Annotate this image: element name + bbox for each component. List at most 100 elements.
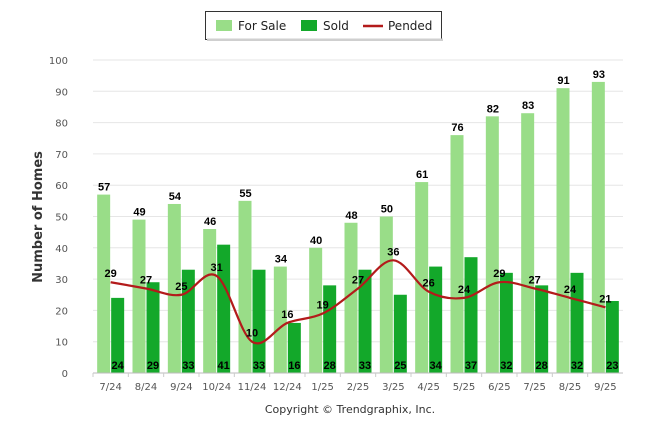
for-sale-bar [238, 200, 252, 373]
x-tick-label: 10/24 [202, 382, 231, 393]
sold-value-label: 34 [430, 360, 443, 372]
legend-box [205, 11, 442, 40]
sold-bar [146, 282, 160, 373]
for-sale-bar [344, 222, 358, 373]
pended-value-label: 10 [246, 328, 258, 340]
legend-swatch [216, 20, 232, 31]
for-sale-bar [485, 116, 499, 373]
sold-value-label: 41 [218, 360, 230, 372]
for-sale-bar [450, 135, 464, 373]
pended-value-label: 26 [423, 278, 435, 290]
y-tick-label: 80 [55, 119, 68, 130]
legend: For Sale Sold Pended [205, 11, 443, 41]
sold-bars [111, 244, 619, 373]
for-sale-bar [132, 219, 146, 373]
pended-value-label: 24 [458, 284, 471, 296]
y-axis-title: Number of Homes [31, 151, 46, 283]
for-sale-bars [97, 81, 605, 374]
y-tick-label: 100 [49, 56, 68, 67]
for-sale-bar [591, 81, 605, 373]
sold-value-label: 24 [112, 360, 125, 372]
x-tick-label: 8/24 [135, 382, 157, 393]
y-tick-label: 70 [55, 150, 68, 161]
sold-value-label: 28 [536, 360, 548, 372]
pended-value-label: 29 [105, 268, 117, 280]
data-labels: 57 24 49 29 54 33 46 41 55 33 34 16 40 28 48 33 50 25 61 34… [98, 69, 618, 372]
sold-bar [252, 269, 266, 373]
for-sale-value-label: 50 [381, 204, 393, 216]
for-sale-value-label: 55 [239, 188, 251, 200]
sold-bar [111, 297, 125, 373]
x-tick-label: 6/25 [488, 382, 510, 393]
y-tick-label: 60 [55, 181, 68, 192]
for-sale-value-label: 57 [98, 182, 110, 194]
for-sale-value-label: 76 [451, 122, 463, 134]
sold-value-label: 37 [465, 360, 477, 372]
sold-bar [499, 272, 513, 373]
for-sale-bar [203, 229, 217, 373]
for-sale-value-label: 34 [275, 254, 288, 266]
for-sale-value-label: 46 [204, 216, 216, 228]
sold-value-label: 32 [571, 360, 583, 372]
sold-value-label: 29 [147, 360, 159, 372]
legend-label: Pended [388, 19, 432, 33]
pended-value-label: 19 [317, 300, 329, 312]
x-tick-label: 11/24 [238, 382, 267, 393]
x-tick-label: 5/25 [453, 382, 475, 393]
pended-value-label: 27 [352, 274, 364, 286]
for-sale-value-label: 54 [169, 191, 182, 203]
sold-value-label: 16 [288, 360, 300, 372]
sold-value-label: 28 [324, 360, 336, 372]
for-sale-value-label: 82 [487, 103, 499, 115]
for-sale-bar [273, 266, 287, 373]
y-tick-label: 0 [62, 369, 68, 380]
for-sale-bar [167, 203, 181, 373]
legend-label: For Sale [238, 19, 286, 33]
pended-series [110, 259, 606, 345]
x-tick-label: 9/25 [594, 382, 616, 393]
pended-value-label: 21 [599, 293, 611, 305]
sold-bar [464, 257, 478, 373]
sold-bar [358, 269, 372, 373]
axes: 0 10 20 30 40 50 60 70 80 90 100 7/24 8/24 9/24 10/24 1… [49, 56, 623, 393]
legend-label: Sold [323, 19, 349, 33]
legend-shadow [207, 38, 443, 41]
sold-bar [217, 244, 231, 373]
pended-value-label: 25 [175, 281, 187, 293]
for-sale-bar [415, 182, 429, 373]
sold-bar [605, 301, 619, 373]
legend-swatch [301, 20, 317, 31]
x-tick-label: 12/24 [273, 382, 302, 393]
x-tick-label: 3/25 [382, 382, 404, 393]
sold-bar [181, 269, 195, 373]
for-sale-value-label: 48 [345, 210, 357, 222]
for-sale-bar [379, 216, 393, 373]
y-tick-label: 10 [55, 338, 68, 349]
sold-value-label: 33 [253, 360, 265, 372]
x-tick-label: 9/24 [170, 382, 192, 393]
for-sale-value-label: 40 [310, 235, 322, 247]
x-tick-label: 2/25 [347, 382, 369, 393]
x-tick-label: 7/24 [99, 382, 121, 393]
x-tick-label: 4/25 [417, 382, 439, 393]
x-tick-label: 1/25 [311, 382, 333, 393]
for-sale-value-label: 83 [522, 100, 534, 112]
sold-value-label: 33 [359, 360, 371, 372]
pended-value-label: 36 [387, 246, 399, 258]
grid [93, 59, 623, 343]
for-sale-value-label: 91 [557, 75, 569, 87]
for-sale-bar [309, 247, 323, 373]
y-tick-label: 20 [55, 306, 68, 317]
pended-value-label: 16 [281, 309, 293, 321]
y-tick-label: 40 [55, 244, 68, 255]
x-tick-label: 8/25 [559, 382, 581, 393]
x-tick-label: 7/25 [523, 382, 545, 393]
sold-value-label: 25 [394, 360, 406, 372]
sold-value-label: 33 [182, 360, 194, 372]
y-tick-label: 50 [55, 213, 68, 224]
y-tick-label: 30 [55, 275, 68, 286]
pended-value-label: 27 [140, 274, 152, 286]
pended-value-label: 27 [529, 274, 541, 286]
